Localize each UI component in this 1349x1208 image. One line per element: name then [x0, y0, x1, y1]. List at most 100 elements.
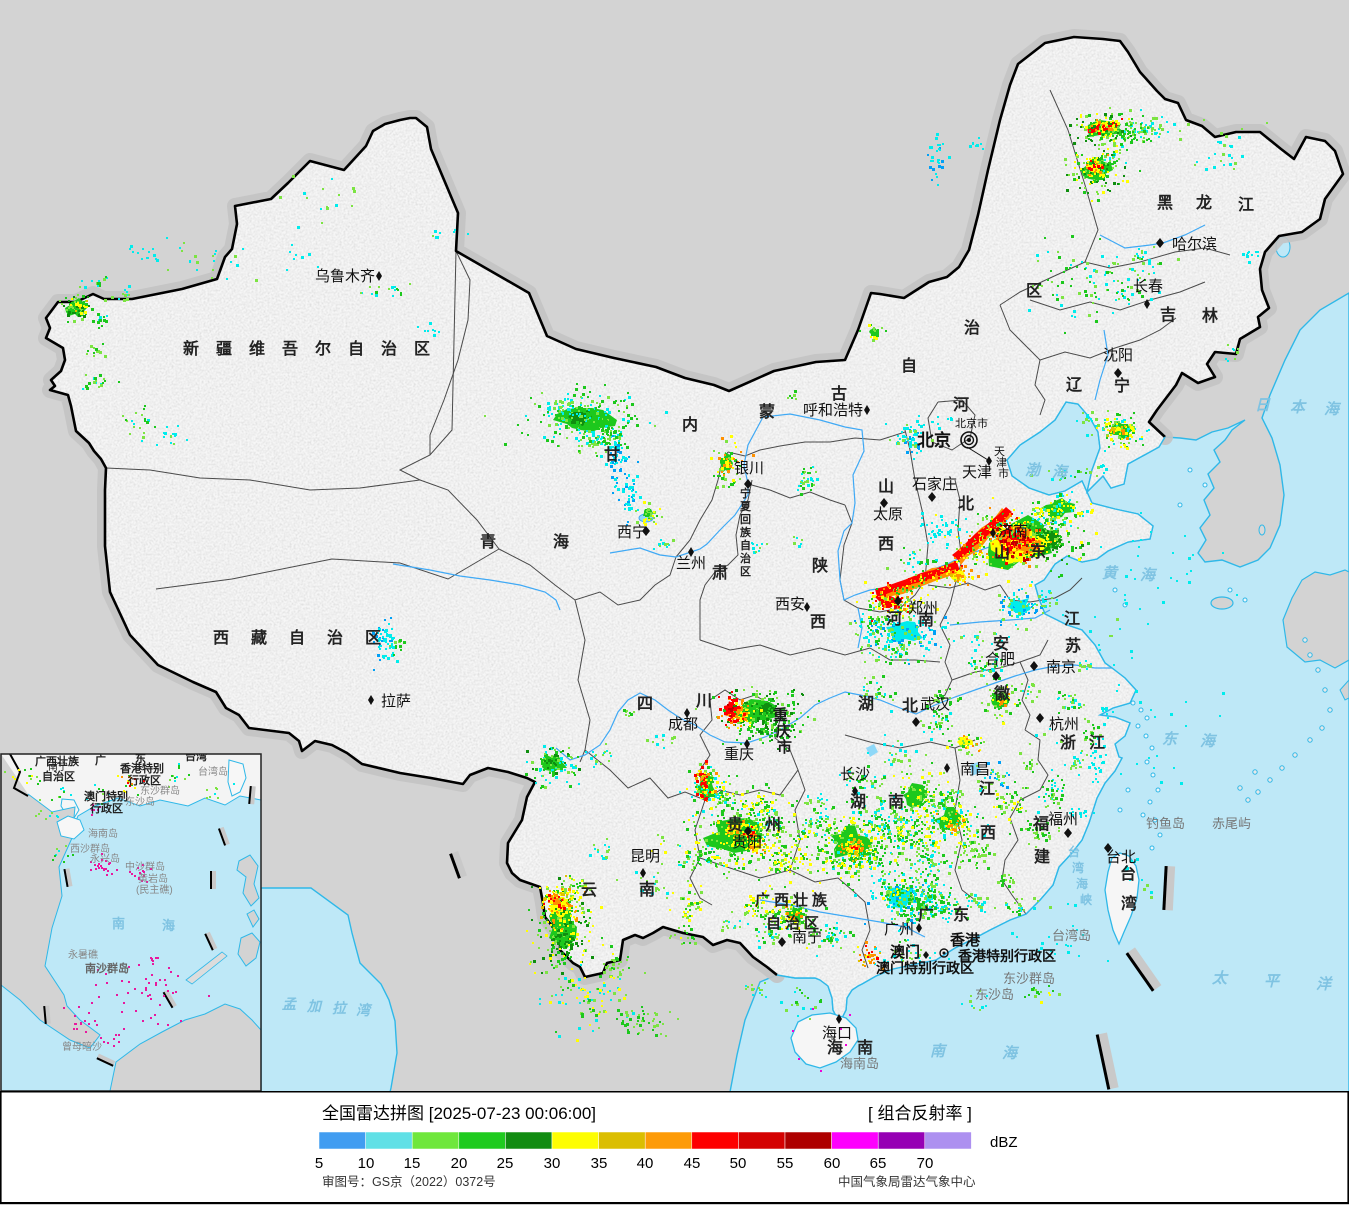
svg-text:广: 广: [755, 891, 770, 909]
svg-text:40: 40: [637, 1155, 654, 1172]
svg-text:峡: 峡: [1080, 892, 1092, 907]
svg-text:云: 云: [581, 882, 597, 899]
svg-text:北: 北: [902, 697, 918, 715]
svg-text:浙: 浙: [1060, 733, 1076, 752]
svg-text:15: 15: [404, 1155, 421, 1172]
svg-text:海: 海: [1076, 876, 1088, 891]
svg-text:东沙群岛: 东沙群岛: [1003, 971, 1055, 986]
svg-text:江: 江: [979, 780, 995, 798]
svg-text:河: 河: [953, 395, 969, 414]
svg-text:合肥: 合肥: [985, 651, 1015, 668]
svg-text:江: 江: [1238, 196, 1254, 214]
svg-text:肃: 肃: [712, 564, 728, 582]
svg-text:维: 维: [249, 339, 265, 358]
svg-text:区: 区: [804, 915, 819, 932]
svg-text:45: 45: [684, 1155, 701, 1172]
svg-text:[ 组合反射率 ]: [ 组合反射率 ]: [868, 1104, 972, 1123]
svg-text:武汉: 武汉: [920, 696, 950, 713]
svg-text:5: 5: [315, 1155, 323, 1172]
svg-text:湾: 湾: [1072, 860, 1084, 875]
svg-text:东沙群岛: 东沙群岛: [140, 784, 180, 797]
svg-text:中国气象局雷达气象中心: 中国气象局雷达气象中心: [838, 1174, 976, 1189]
svg-text:哈尔滨: 哈尔滨: [1172, 236, 1217, 253]
svg-text:广: 广: [95, 753, 106, 767]
svg-text:湖: 湖: [850, 793, 866, 811]
svg-text:拉: 拉: [332, 1000, 348, 1016]
svg-text:银川: 银川: [734, 460, 764, 477]
svg-text:徽: 徽: [993, 684, 1011, 703]
svg-text:河: 河: [886, 609, 902, 628]
svg-text:本: 本: [1290, 399, 1307, 416]
svg-text:海: 海: [1200, 733, 1218, 750]
svg-text:东: 东: [135, 751, 146, 765]
svg-text:治: 治: [785, 914, 800, 932]
svg-text:南: 南: [888, 792, 904, 811]
svg-text:北京市: 北京市: [955, 416, 988, 430]
svg-text:宁: 宁: [740, 486, 751, 500]
svg-text:25: 25: [497, 1155, 514, 1172]
svg-text:古: 古: [831, 384, 847, 403]
svg-text:安: 安: [993, 634, 1009, 653]
svg-text:自治区: 自治区: [42, 769, 75, 783]
svg-text:广: 广: [918, 905, 934, 924]
svg-text:海: 海: [1140, 567, 1158, 584]
svg-text:50: 50: [730, 1155, 747, 1172]
svg-text:西宁: 西宁: [617, 524, 647, 541]
svg-text:南: 南: [918, 610, 934, 629]
svg-text:台湾: 台湾: [185, 749, 207, 763]
svg-text:江: 江: [1064, 610, 1080, 628]
svg-text:山: 山: [994, 544, 1010, 562]
svg-text:东: 东: [1030, 542, 1046, 561]
svg-text:南: 南: [639, 880, 655, 899]
svg-text:(民主礁): (民主礁): [136, 883, 173, 896]
svg-text:南: 南: [930, 1043, 948, 1060]
svg-text:广州: 广州: [884, 921, 914, 938]
svg-text:治: 治: [740, 551, 751, 565]
svg-text:海口: 海口: [822, 1025, 852, 1042]
svg-text:乌鲁木齐: 乌鲁木齐: [315, 268, 375, 285]
svg-text:昆明: 昆明: [630, 848, 660, 865]
svg-text:台湾岛: 台湾岛: [1052, 928, 1091, 943]
svg-text:重: 重: [773, 706, 788, 724]
svg-text:呼和浩特: 呼和浩特: [803, 402, 863, 419]
svg-text:州: 州: [764, 816, 781, 834]
svg-text:族: 族: [740, 525, 752, 539]
svg-text:海南岛: 海南岛: [840, 1056, 879, 1071]
svg-text:济南: 济南: [998, 523, 1028, 540]
svg-text:山: 山: [878, 478, 894, 496]
svg-text:中沙群岛: 中沙群岛: [125, 860, 165, 873]
svg-text:川: 川: [695, 693, 712, 710]
svg-text:湾: 湾: [1121, 894, 1137, 913]
svg-text:新: 新: [183, 339, 199, 358]
svg-text:西沙群岛: 西沙群岛: [70, 842, 110, 855]
svg-text:曾母暗沙: 曾母暗沙: [62, 1040, 102, 1053]
svg-text:福: 福: [1032, 814, 1049, 833]
svg-text:台: 台: [1120, 864, 1136, 883]
svg-text:吉: 吉: [1160, 305, 1176, 324]
svg-text:海: 海: [827, 1038, 843, 1057]
svg-text:广西壮族: 广西壮族: [35, 754, 80, 768]
svg-text:区: 区: [1026, 282, 1042, 300]
svg-text:钓鱼岛: 钓鱼岛: [1146, 816, 1185, 831]
svg-text:兰州: 兰州: [676, 555, 706, 572]
svg-text:平: 平: [1264, 973, 1281, 990]
svg-text:北: 北: [958, 495, 974, 513]
svg-text:65: 65: [870, 1155, 887, 1172]
svg-text:澳门特别行政区: 澳门特别行政区: [876, 960, 974, 976]
svg-text:甘: 甘: [604, 446, 620, 464]
svg-text:疆: 疆: [216, 340, 232, 358]
svg-text:20: 20: [451, 1155, 468, 1172]
svg-text:南京: 南京: [1046, 659, 1076, 676]
svg-text:东沙岛: 东沙岛: [975, 987, 1014, 1002]
svg-text:香港: 香港: [950, 931, 981, 949]
svg-text:审图号：GS京（2022）0372号: 审图号：GS京（2022）0372号: [322, 1174, 496, 1189]
svg-text:太: 太: [1211, 970, 1229, 987]
svg-text:孟: 孟: [282, 996, 297, 1012]
svg-text:自: 自: [740, 538, 751, 552]
svg-text:陕: 陕: [812, 556, 828, 575]
svg-text:蒙: 蒙: [759, 402, 775, 421]
svg-text:宁: 宁: [1114, 376, 1130, 395]
svg-text:黑: 黑: [1157, 194, 1173, 212]
svg-text:香港特别: 香港特别: [119, 761, 164, 775]
svg-text:黄: 黄: [1102, 565, 1119, 582]
